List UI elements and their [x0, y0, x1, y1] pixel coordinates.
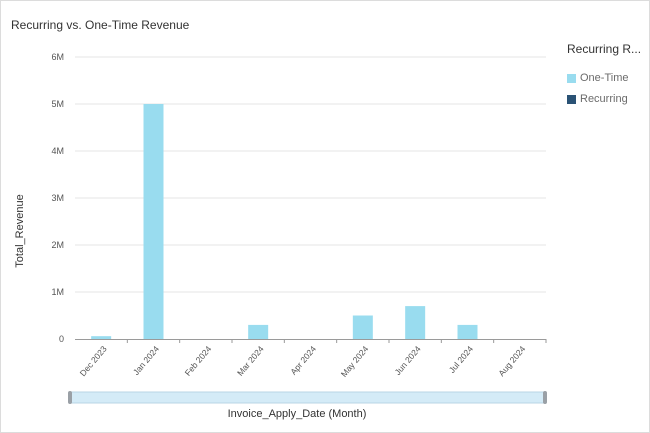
legend-item-recurring[interactable]: Recurring: [567, 93, 628, 105]
legend-swatch-recurring: [567, 94, 576, 104]
x-tick-label: Feb 2024: [183, 344, 214, 378]
x-tick-label: Mar 2024: [235, 344, 266, 378]
x-tick-label: Apr 2024: [288, 344, 318, 377]
bar-one-time-jun-2024[interactable]: [405, 306, 426, 339]
scrollbar-handle-left[interactable]: [68, 391, 72, 404]
x-tick-label: Jan 2024: [131, 344, 161, 377]
bar-one-time-may-2024[interactable]: [352, 315, 373, 340]
y-tick-label: 2M: [51, 240, 64, 250]
y-tick-label: 4M: [51, 146, 64, 156]
bars: [91, 104, 478, 340]
chart-title: Recurring vs. One-Time Revenue: [11, 18, 190, 32]
y-tick-label: 6M: [51, 52, 64, 62]
legend-label-recurring: Recurring: [580, 93, 628, 105]
y-tick-label: 1M: [51, 287, 64, 297]
y-tick-label: 3M: [51, 193, 64, 203]
scrollbar-handle-right[interactable]: [543, 391, 547, 404]
y-tick-label: 5M: [51, 99, 64, 109]
y-tick-label: 0: [59, 334, 64, 344]
bar-one-time-mar-2024[interactable]: [248, 324, 269, 339]
x-tick-label: Dec 2023: [78, 344, 109, 379]
x-tick-label: Jul 2024: [447, 344, 475, 375]
scrollbar-track[interactable]: [69, 391, 546, 404]
bar-one-time-dec-2023[interactable]: [91, 336, 112, 339]
x-tick-label: Jun 2024: [393, 344, 423, 377]
bar-one-time-jan-2024[interactable]: [143, 104, 164, 339]
x-axis-ticks: Dec 2023 Jan 2024 Feb 2024 Mar 2024 Apr 2024…: [78, 339, 547, 379]
legend-item-one-time[interactable]: One-Time: [567, 72, 629, 84]
x-tick-label: May 2024: [339, 344, 371, 379]
legend-swatch-one-time: [567, 73, 576, 83]
y-axis-ticks: 0 1M 2M 3M 4M 5M 6M: [51, 52, 64, 344]
x-axis-title: Invoice_Apply_Date (Month): [228, 408, 367, 420]
bar-one-time-jul-2024[interactable]: [457, 324, 478, 339]
legend-title[interactable]: Recurring R...: [567, 42, 642, 56]
y-axis-title: Total_Revenue: [14, 194, 26, 267]
range-scrollbar[interactable]: [68, 391, 547, 404]
x-tick-label: Aug 2024: [496, 344, 527, 379]
legend-label-one-time: One-Time: [580, 72, 629, 84]
